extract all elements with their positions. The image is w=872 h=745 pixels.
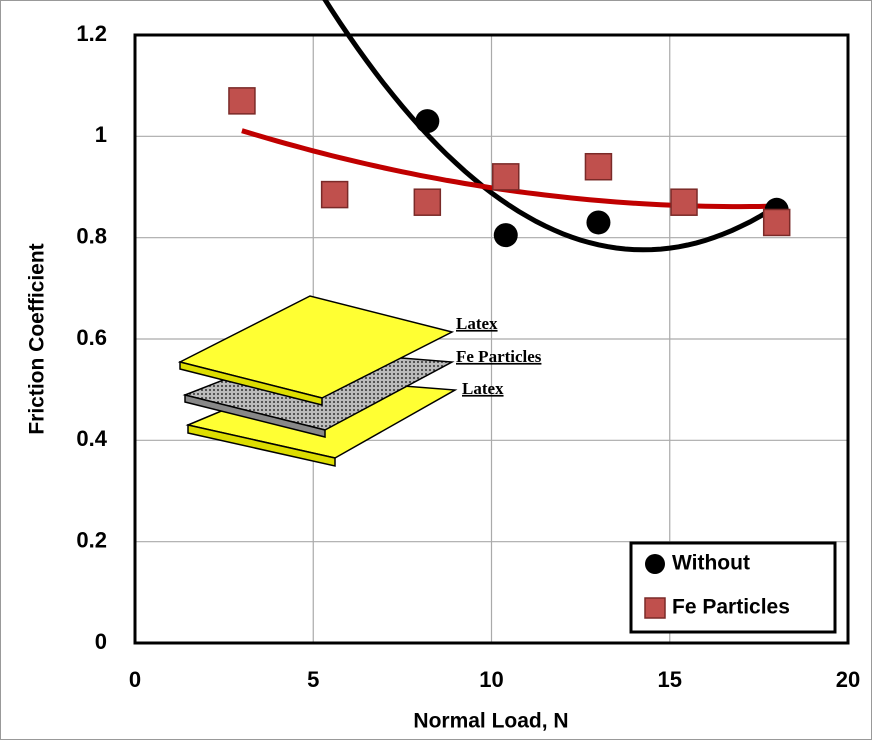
point [415,109,440,134]
point [493,223,518,248]
point [413,188,442,216]
legend-marker [645,554,665,574]
x-tick-label: 20 [836,667,860,692]
point [670,188,698,216]
y-tick-label: 0.4 [76,426,107,451]
y-tick-label: 1.2 [76,21,107,46]
x-tick-label: 10 [479,667,503,692]
y-tick-label: 0.8 [76,223,107,248]
y-axis-label: Friction Coefficient [26,243,49,434]
point [492,163,520,191]
point [584,152,613,181]
trend-line [322,0,779,253]
legend-label: Fe Particles [672,596,790,619]
y-tick-label: 0.6 [76,325,107,350]
legend: Without Fe Particles [629,541,837,634]
plot [133,0,850,645]
legend-label: Without [672,552,750,575]
annotation: Latex [456,314,498,333]
point [762,208,791,237]
x-tick-label: 15 [658,667,682,692]
y-tick-label: 0.2 [76,527,107,552]
x-tick-label: 0 [129,667,141,692]
point [586,210,611,235]
y-tick-label: 1 [95,122,107,147]
point [228,87,256,115]
x-axis-label: Normal Load, N [413,710,568,733]
plot-frame [133,33,850,645]
annotation: Latex [462,379,504,398]
x-tick-label: 5 [307,667,319,692]
layer-diagram: Latex Fe Particles Latex [177,295,542,467]
annotation: Fe Particles [456,347,542,366]
y-tick-label: 0 [95,629,107,654]
legend-marker [644,597,666,619]
point [320,180,349,209]
